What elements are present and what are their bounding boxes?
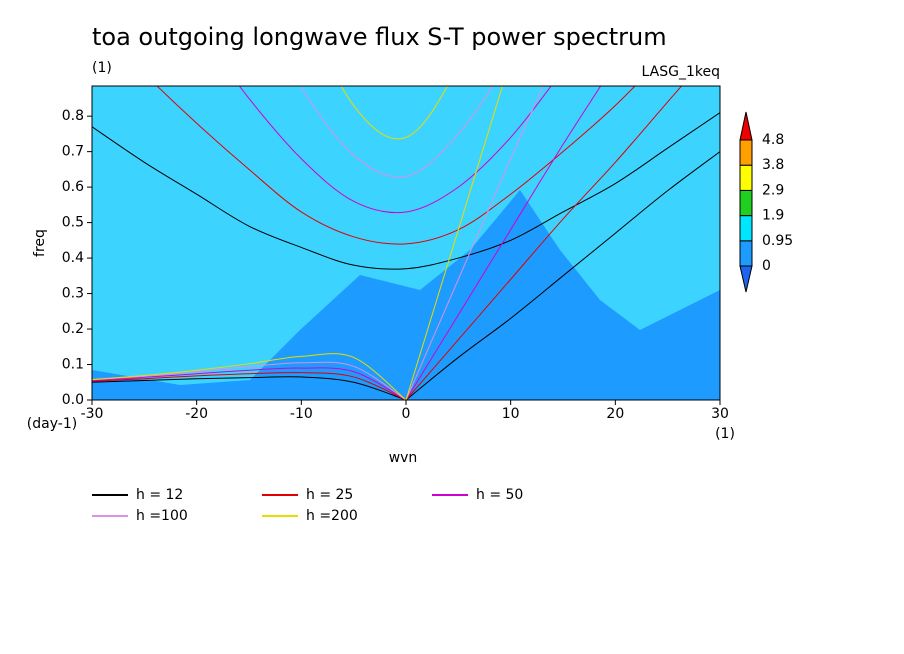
x-axis-label: wvn: [389, 450, 418, 466]
colorbar-cap: [739, 111, 753, 141]
label-right: LASG_1keq: [642, 64, 720, 80]
y-tick-label: 0.5: [62, 215, 84, 231]
y-tick-label: 0.6: [62, 179, 84, 195]
y-tick-label: 0.0: [62, 392, 84, 408]
colorbar-segment: [739, 240, 753, 267]
x-tick-label: 10: [502, 406, 520, 422]
x-unit: (1): [715, 426, 735, 442]
colorbar-segment: [739, 189, 753, 217]
colorbar-label: 2.9: [762, 182, 784, 198]
x-tick-label: -10: [290, 406, 313, 422]
colorbar-label: 3.8: [762, 157, 784, 173]
colorbar-segment: [739, 164, 753, 191]
legend-label: h = 25: [306, 487, 353, 503]
dispersion-curve: [92, 376, 407, 400]
y-axis-label: freq: [32, 229, 48, 257]
x-tick-label: -30: [81, 406, 104, 422]
dispersion-curve: [92, 112, 720, 270]
dispersion-curve: [405, 86, 504, 400]
x-tick-label: 0: [402, 406, 411, 422]
x-tick-label: 20: [606, 406, 624, 422]
field-background: [92, 190, 720, 400]
curves: [92, 86, 720, 400]
dispersion-curve: [92, 367, 407, 400]
dispersion-curve: [92, 361, 407, 400]
y-tick-label: 0.3: [62, 286, 84, 302]
dispersion-curve: [405, 86, 544, 400]
y-tick-label: 0.2: [62, 321, 84, 337]
legend-label: h = 50: [476, 487, 523, 503]
x-tick-label: 30: [711, 406, 729, 422]
y-tick-label: 0.8: [62, 108, 84, 124]
colorbar-label: 0: [762, 258, 771, 274]
legend-label: h =100: [136, 508, 188, 524]
dispersion-curve: [405, 86, 602, 400]
dispersion-curve: [238, 86, 552, 214]
dispersion-curve: [92, 353, 407, 400]
y-unit: (day-1): [27, 416, 77, 432]
legend-label: h =200: [306, 508, 358, 524]
colorbar-segment: [739, 139, 753, 166]
legend-label: h = 12: [136, 487, 183, 503]
colorbar-label: 4.8: [762, 132, 784, 148]
y-tick-label: 0.4: [62, 250, 84, 266]
dispersion-curve: [340, 86, 449, 140]
y-tick-label: 0.7: [62, 144, 84, 160]
colorbar-label: 0.95: [762, 233, 793, 249]
subtitle: (1): [92, 60, 112, 76]
dispersion-curve: [405, 86, 683, 400]
dispersion-curve: [299, 86, 494, 178]
x-tick-label: -20: [185, 406, 208, 422]
colorbar-cap: [739, 265, 753, 293]
dispersion-curve: [92, 372, 407, 400]
colorbar-segment: [739, 215, 753, 242]
dispersion-curve: [156, 86, 636, 245]
colorbar-label: 1.9: [762, 208, 784, 224]
y-tick-label: 0.1: [62, 357, 84, 373]
chart-title: toa outgoing longwave flux S-T power spe…: [92, 23, 667, 51]
dispersion-curve: [405, 151, 720, 400]
